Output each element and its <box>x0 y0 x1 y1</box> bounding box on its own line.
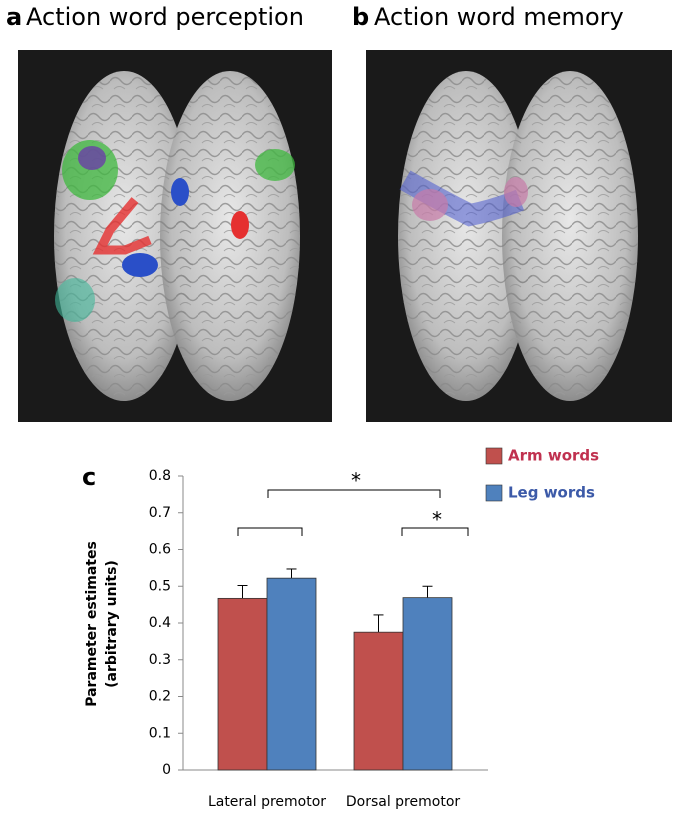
panel-title: Action word memory <box>374 3 624 31</box>
y-tick-label: 0.7 <box>149 505 171 521</box>
y-tick-label: 0.4 <box>149 615 171 631</box>
x-tick-label: Lateral premotor <box>208 794 326 810</box>
bar <box>217 597 268 771</box>
y-tick-label: 0.3 <box>149 652 171 668</box>
y-tick-label: 0.2 <box>149 689 171 705</box>
brain-image-a <box>18 50 332 422</box>
y-tick-label: 0 <box>162 762 171 778</box>
y-axis-label: Parameter estimates <box>84 541 100 707</box>
legend-swatch <box>485 484 503 502</box>
bar <box>353 631 404 771</box>
y-tick-label: 0.6 <box>149 542 171 558</box>
panel-letter: b <box>352 3 369 31</box>
panel-title: Action word perception <box>26 3 304 31</box>
bar <box>402 597 453 771</box>
x-tick-label: Dorsal premotor <box>346 794 461 810</box>
brain-image-b <box>366 50 672 422</box>
significance-star: * <box>351 469 361 493</box>
significance-brackets <box>237 489 469 536</box>
panel-letter: a <box>6 3 22 31</box>
significance-star: * <box>432 508 442 532</box>
y-axis-label: (arbitrary units) <box>104 560 120 688</box>
legend-label: Leg words <box>508 484 595 502</box>
bar <box>266 577 317 771</box>
legend-label: Arm words <box>508 447 599 465</box>
y-tick-label: 0.1 <box>149 725 171 741</box>
y-tick-label: 0.5 <box>149 578 171 594</box>
legend-swatch <box>485 447 503 465</box>
y-tick-label: 0.8 <box>149 468 171 484</box>
panel-letter: c <box>82 463 96 491</box>
